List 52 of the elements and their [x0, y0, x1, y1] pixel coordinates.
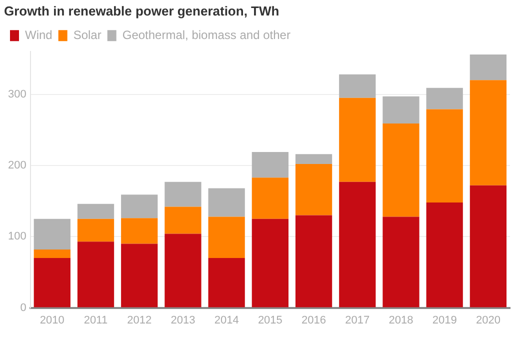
- y-tick-label: 100: [8, 230, 26, 243]
- x-tick-label: 2019: [432, 314, 457, 326]
- bar: [164, 234, 202, 308]
- legend-label: Geothermal, biomass and other: [122, 28, 290, 42]
- bar: [252, 218, 288, 308]
- bar: [164, 206, 202, 234]
- bar: [34, 249, 70, 258]
- bar: [295, 154, 332, 164]
- bar: [382, 123, 420, 217]
- bar: [252, 178, 288, 219]
- bar: [426, 109, 463, 202]
- bar: [470, 80, 507, 186]
- bar: [208, 188, 245, 217]
- bar: [470, 54, 507, 80]
- chart-title: Growth in renewable power generation, TWh: [4, 3, 280, 18]
- x-tick-label: 2010: [40, 314, 64, 326]
- y-tick-label: 300: [8, 88, 26, 100]
- bar: [295, 215, 332, 308]
- bar: [164, 182, 202, 207]
- x-tick-label: 2017: [345, 314, 370, 326]
- y-tick-label: 200: [8, 160, 26, 172]
- bar: [295, 164, 332, 216]
- bar: [77, 242, 114, 308]
- bar: [470, 185, 507, 308]
- bar: [34, 258, 70, 308]
- bar: [426, 202, 463, 308]
- legend-label: Wind: [25, 28, 52, 42]
- x-tick-label: 2016: [302, 314, 326, 326]
- x-tick-label: 2020: [476, 314, 500, 326]
- bar: [339, 74, 376, 98]
- bar: [208, 216, 245, 258]
- bar: [121, 244, 158, 308]
- x-tick-label: 2011: [84, 314, 108, 326]
- bar: [339, 98, 376, 182]
- legend-label: Solar: [73, 28, 102, 42]
- bar: [382, 216, 420, 308]
- x-tick-label: 2013: [170, 314, 196, 326]
- x-tick-label: 2018: [388, 314, 414, 326]
- bar: [34, 218, 70, 250]
- x-tick-label: 2015: [258, 314, 282, 326]
- bar: [121, 194, 158, 218]
- bar: [339, 182, 376, 308]
- bar: [426, 88, 463, 110]
- y-tick-label: 0: [20, 302, 26, 314]
- bar: [77, 204, 114, 219]
- bar: [382, 96, 420, 124]
- x-tick-label: 2012: [127, 314, 152, 326]
- bar: [252, 152, 288, 178]
- bar: [208, 258, 245, 308]
- bar: [121, 218, 158, 244]
- bar: [77, 218, 114, 242]
- x-tick-label: 2014: [214, 314, 239, 326]
